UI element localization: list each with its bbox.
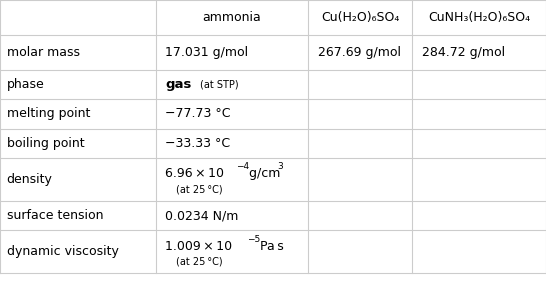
Text: boiling point: boiling point: [7, 137, 84, 150]
Text: (at 25 °C): (at 25 °C): [176, 184, 223, 194]
Text: 1.009 × 10: 1.009 × 10: [165, 240, 233, 253]
Text: (at STP): (at STP): [200, 79, 239, 89]
Text: −4: −4: [236, 162, 250, 171]
Text: −5: −5: [247, 235, 260, 244]
Text: melting point: melting point: [7, 107, 90, 120]
Text: density: density: [7, 173, 52, 186]
Text: Pa s: Pa s: [256, 240, 283, 253]
Text: CuNH₃(H₂O)₆SO₄: CuNH₃(H₂O)₆SO₄: [428, 11, 530, 24]
Text: 0.0234 N/m: 0.0234 N/m: [165, 209, 239, 222]
Text: 6.96 × 10: 6.96 × 10: [165, 168, 224, 181]
Text: dynamic viscosity: dynamic viscosity: [7, 245, 118, 258]
Text: gas: gas: [165, 78, 192, 91]
Text: g/cm: g/cm: [245, 168, 280, 181]
Text: 284.72 g/mol: 284.72 g/mol: [422, 46, 505, 59]
Text: molar mass: molar mass: [7, 46, 80, 59]
Text: phase: phase: [7, 78, 44, 91]
Text: 17.031 g/mol: 17.031 g/mol: [165, 46, 248, 59]
Text: (at 25 °C): (at 25 °C): [176, 257, 223, 267]
Text: ammonia: ammonia: [203, 11, 262, 24]
Text: 3: 3: [277, 162, 283, 171]
Text: 267.69 g/mol: 267.69 g/mol: [318, 46, 401, 59]
Text: Cu(H₂O)₆SO₄: Cu(H₂O)₆SO₄: [321, 11, 400, 24]
Text: surface tension: surface tension: [7, 209, 103, 222]
Text: −77.73 °C: −77.73 °C: [165, 107, 231, 120]
Text: −33.33 °C: −33.33 °C: [165, 137, 230, 150]
